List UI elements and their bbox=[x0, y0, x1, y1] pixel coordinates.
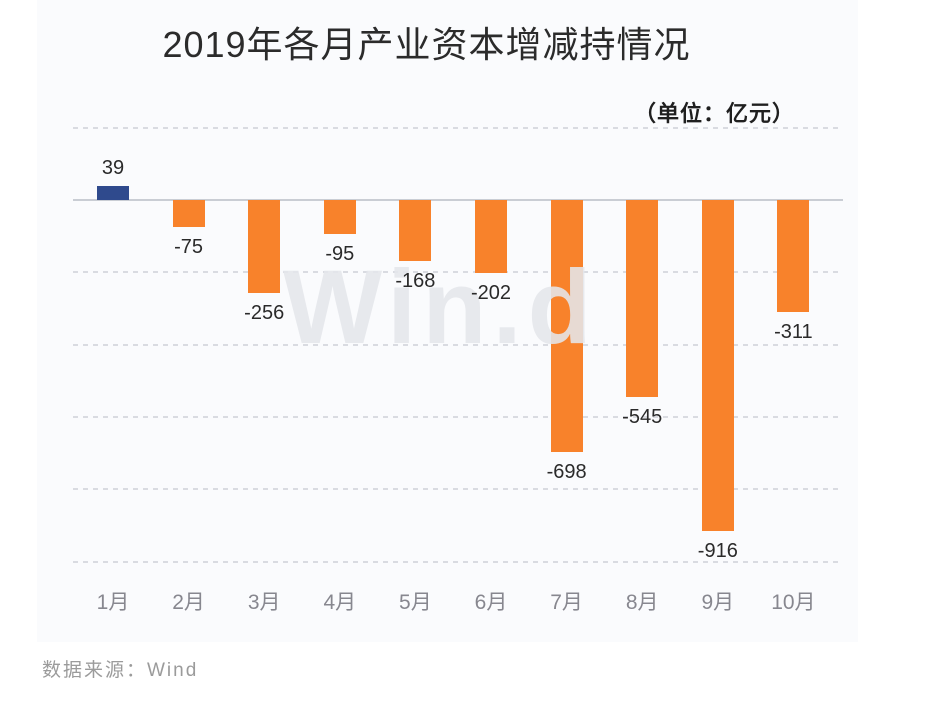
bar-m10 bbox=[777, 200, 810, 313]
x-axis-label-m8: 8月 bbox=[625, 591, 659, 614]
bar-m4 bbox=[323, 200, 356, 235]
x-axis-label-m4: 4月 bbox=[323, 591, 357, 614]
x-axis-label-m7: 7月 bbox=[550, 591, 583, 614]
x-axis-label-m2: 2月 bbox=[172, 591, 205, 614]
value-label-m4: -95 bbox=[325, 243, 355, 266]
bar-m1 bbox=[97, 185, 129, 200]
gridline--200 bbox=[73, 271, 843, 274]
x-axis-label-m10: 10月 bbox=[771, 591, 816, 614]
x-axis-label-m5: 5月 bbox=[399, 591, 432, 614]
value-label-m3: -256 bbox=[244, 301, 285, 324]
bar-m3 bbox=[248, 200, 281, 293]
value-label-m9: -916 bbox=[697, 540, 738, 563]
gridline--800 bbox=[73, 488, 843, 491]
x-axis-label-m3: 3月 bbox=[247, 591, 281, 614]
bar-m5 bbox=[399, 200, 432, 261]
bar-m8 bbox=[626, 200, 659, 398]
bar-m9 bbox=[701, 200, 734, 532]
gridline--1000 bbox=[73, 560, 843, 563]
wind-watermark: Win.d bbox=[283, 249, 598, 366]
gridline-200 bbox=[73, 126, 843, 129]
value-label-m5: -168 bbox=[395, 269, 436, 292]
value-label-m6: -202 bbox=[470, 282, 512, 305]
data-source-label: 数据来源：Wind bbox=[42, 660, 199, 681]
bar-m7 bbox=[550, 200, 583, 453]
unit-label: （单位：亿元） bbox=[633, 101, 795, 126]
value-label-m8: -545 bbox=[622, 406, 663, 429]
x-axis-label-m1: 1月 bbox=[96, 591, 130, 614]
plot-area: Win.d 39 1月 -75 2月 -256 3月 -95 4月 -168 5月 -202 6月 -6… bbox=[73, 0, 843, 642]
bar-m2 bbox=[172, 200, 205, 228]
value-label-m1: 39 bbox=[101, 156, 125, 179]
value-label-m10: -311 bbox=[774, 321, 813, 344]
gridline--600 bbox=[73, 416, 843, 419]
value-label-m7: -698 bbox=[546, 461, 587, 484]
x-axis-label-m9: 9月 bbox=[701, 591, 735, 614]
chart-title: 2019年各月产业资本增减持情况 bbox=[162, 24, 691, 65]
zero-axis-line bbox=[73, 199, 843, 201]
value-label-m2: -75 bbox=[174, 236, 204, 259]
chart-panel: 2019年各月产业资本增减持情况 （单位：亿元） Win.d 39 1月 -75 2月… bbox=[37, 0, 858, 642]
bar-m6 bbox=[475, 200, 507, 274]
gridline--400 bbox=[73, 343, 843, 346]
x-axis-label-m6: 6月 bbox=[474, 591, 508, 614]
